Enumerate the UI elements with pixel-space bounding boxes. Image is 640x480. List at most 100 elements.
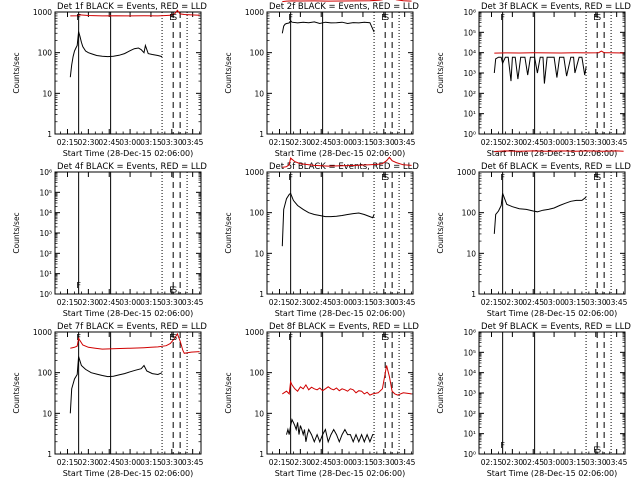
x-tick-label: 03:15 [564, 298, 586, 307]
x-tick-label: 02:30 [78, 138, 100, 147]
y-tick-label: 100 [38, 369, 53, 378]
y-tick-label: 10 [42, 409, 52, 418]
plot-frame [478, 331, 626, 455]
y-axis-label: Counts/sec [12, 372, 21, 413]
y-tick-label: 100 [250, 209, 265, 218]
x-tick-label: 03:45 [606, 458, 628, 467]
x-axis-label: Start Time (28-Dec-15 02:06:00) [487, 469, 618, 478]
marker-f: F [76, 281, 81, 290]
x-tick-label: 03:15 [140, 298, 162, 307]
y-tick-label: 10³ [463, 389, 476, 398]
y-tick-label: 100 [250, 49, 265, 58]
y-tick-label: 1000 [245, 168, 264, 177]
x-tick-label: 03:00 [543, 138, 565, 147]
x-tick-label: 03:30 [585, 458, 607, 467]
y-axis-label: Counts/sec [436, 52, 445, 93]
x-tick-label: 03:30 [373, 298, 395, 307]
marker-e: E [381, 13, 386, 22]
x-tick-label: 02:15 [57, 298, 79, 307]
x-tick-label: 02:15 [481, 458, 503, 467]
y-tick-label: 10 [42, 89, 52, 98]
y-tick-label: 10⁵ [463, 348, 476, 357]
x-tick-label: 02:30 [502, 298, 524, 307]
plot-frame [266, 11, 414, 135]
x-tick-label: 03:30 [161, 458, 183, 467]
marker-s: S [172, 13, 177, 22]
marker-f: F [76, 333, 81, 342]
y-tick-label: 10⁴ [39, 209, 52, 218]
x-tick-label: 02:45 [310, 458, 332, 467]
x-axis-label: Start Time (28-Dec-15 02:06:00) [487, 149, 618, 158]
x-axis-label: Start Time (28-Dec-15 02:06:00) [63, 469, 194, 478]
x-tick-label: 03:00 [331, 458, 353, 467]
y-tick-label: 1 [259, 450, 264, 459]
y-tick-label: 10 [466, 249, 476, 258]
x-tick-label: 02:45 [522, 138, 544, 147]
y-tick-label: 1 [471, 290, 476, 299]
events-series-line [69, 356, 163, 414]
x-tick-label: 02:30 [78, 458, 100, 467]
panel-title: Det 3f BLACK = Events, RED = LLD [481, 2, 631, 12]
y-tick-label: 100 [250, 369, 265, 378]
y-tick-label: 10⁶ [39, 168, 52, 177]
panel-title: Det 1f BLACK = Events, RED = LLD [57, 2, 207, 12]
y-tick-label: 1000 [245, 328, 264, 337]
events-series-line [493, 193, 587, 234]
y-tick-label: 100 [38, 49, 53, 58]
lld-series-line [70, 9, 200, 17]
lld-series-line [494, 150, 624, 152]
plot-frame [54, 171, 202, 295]
marker-e: E [381, 173, 386, 182]
x-tick-label: 03:00 [543, 458, 565, 467]
y-tick-label: 1 [259, 290, 264, 299]
x-tick-label: 02:45 [522, 298, 544, 307]
lld-series-line [494, 50, 624, 54]
x-tick-label: 03:15 [140, 458, 162, 467]
y-tick-label: 10 [254, 249, 264, 258]
x-tick-label: 03:15 [352, 458, 374, 467]
x-tick-label: 02:45 [98, 138, 120, 147]
y-tick-label: 10¹ [39, 270, 52, 279]
x-tick-label: 03:15 [352, 138, 374, 147]
x-tick-label: 02:45 [310, 138, 332, 147]
x-tick-label: 02:30 [290, 458, 312, 467]
x-tick-label: 03:30 [585, 298, 607, 307]
x-tick-label: 03:45 [182, 458, 204, 467]
x-tick-label: 03:00 [331, 298, 353, 307]
x-tick-label: 02:30 [502, 138, 524, 147]
marker-e: E [169, 13, 174, 22]
y-tick-label: 10⁶ [463, 8, 476, 17]
events-series-line [69, 31, 163, 78]
x-axis-label: Start Time (28-Dec-15 02:06:00) [63, 149, 194, 158]
x-tick-label: 03:45 [182, 138, 204, 147]
panel-title: Det 2f BLACK = Events, RED = LLD [269, 2, 419, 12]
x-axis-label: Start Time (28-Dec-15 02:06:00) [487, 309, 618, 318]
plot-frame [478, 171, 626, 295]
lld-series-line [282, 365, 412, 396]
x-tick-label: 03:30 [161, 298, 183, 307]
y-tick-label: 10 [254, 89, 264, 98]
marker-f: F [288, 13, 293, 22]
x-tick-label: 03:30 [373, 458, 395, 467]
x-tick-label: 03:15 [140, 138, 162, 147]
x-tick-label: 03:45 [394, 298, 416, 307]
y-tick-label: 10 [254, 409, 264, 418]
y-axis-label: Counts/sec [224, 372, 233, 413]
x-tick-label: 03:45 [394, 458, 416, 467]
marker-e: E [169, 333, 174, 342]
panel-title: Det 9f BLACK = Events, RED = LLD [481, 322, 631, 332]
x-tick-label: 02:45 [310, 298, 332, 307]
y-tick-label: 10⁵ [39, 188, 52, 197]
marker-f: F [288, 173, 293, 182]
marker-e: E [593, 13, 598, 22]
events-series-line [286, 418, 375, 444]
x-axis-label: Start Time (28-Dec-15 02:06:00) [275, 309, 406, 318]
marker-s: S [172, 333, 177, 342]
marker-s: S [384, 333, 389, 342]
events-series-line [493, 56, 587, 84]
y-tick-label: 10⁰ [463, 130, 476, 139]
marker-e: E [169, 285, 174, 294]
x-tick-label: 02:15 [57, 458, 79, 467]
marker-s: S [384, 13, 389, 22]
